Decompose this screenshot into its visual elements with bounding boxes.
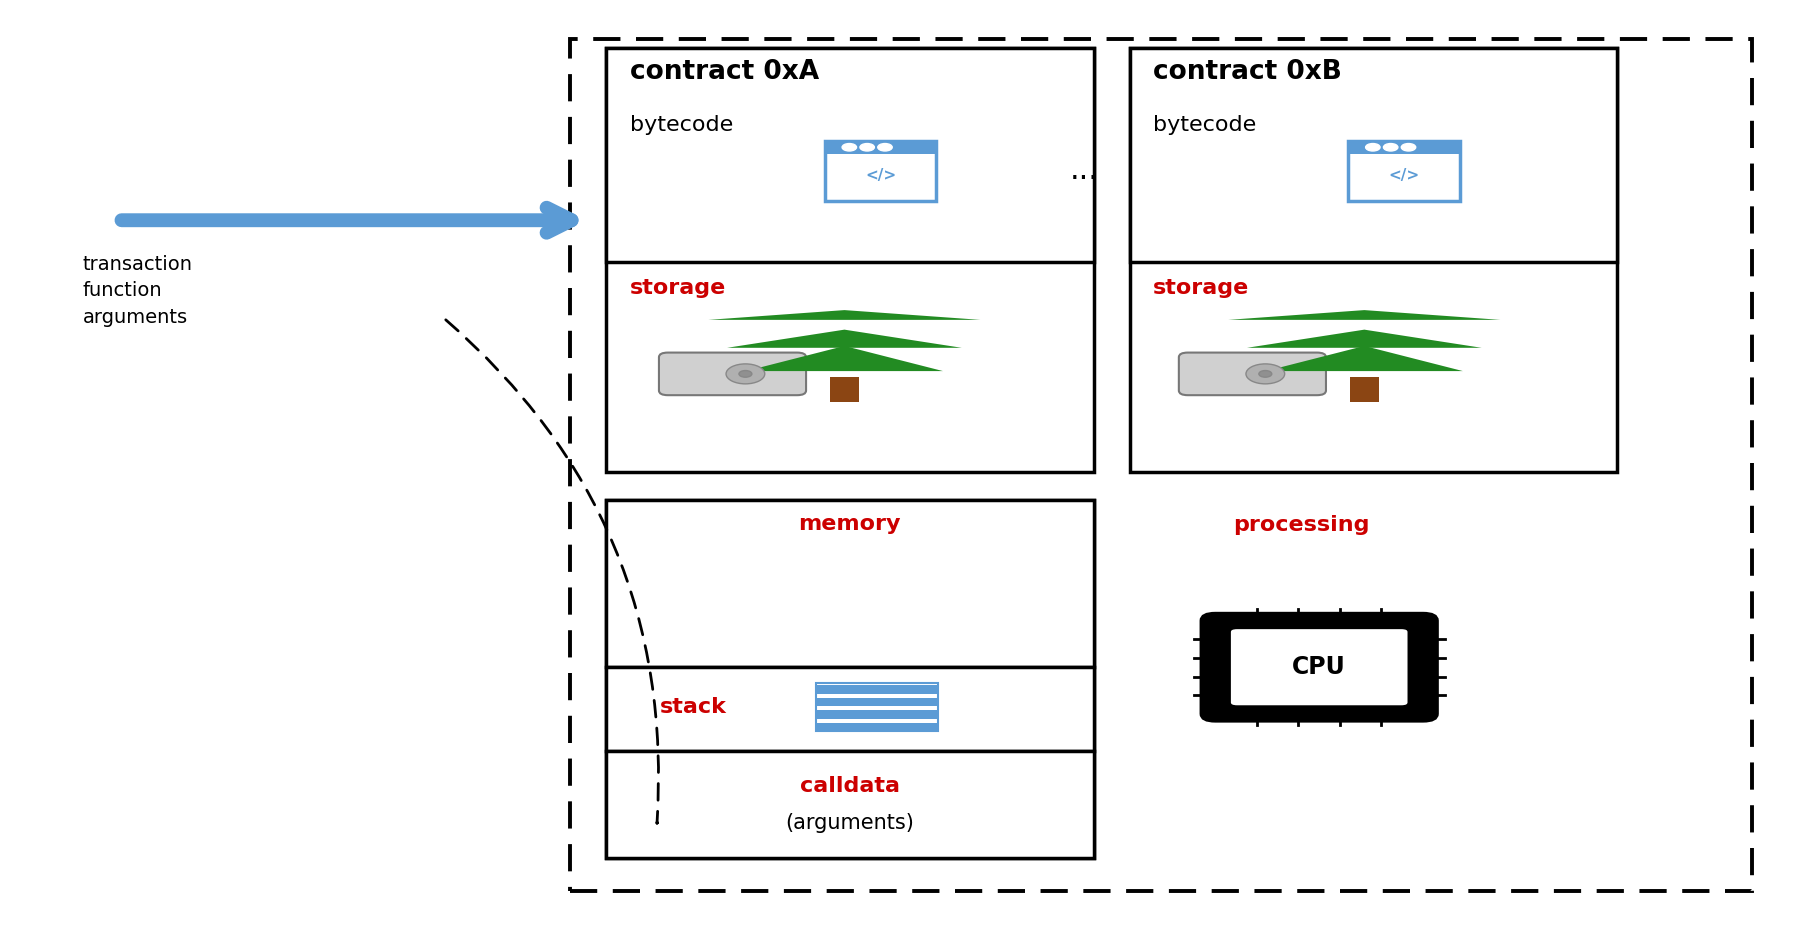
Text: storage: storage	[1153, 278, 1249, 298]
Circle shape	[739, 371, 752, 377]
Circle shape	[842, 144, 857, 151]
Polygon shape	[708, 310, 979, 319]
FancyBboxPatch shape	[658, 352, 806, 395]
Polygon shape	[746, 346, 943, 371]
FancyArrowPatch shape	[446, 319, 658, 823]
FancyBboxPatch shape	[824, 141, 936, 201]
Circle shape	[726, 364, 764, 384]
Bar	[1350, 376, 1379, 402]
FancyBboxPatch shape	[815, 710, 938, 719]
Bar	[605, 48, 1093, 262]
Text: storage: storage	[629, 278, 725, 298]
Text: memory: memory	[799, 514, 900, 533]
Bar	[815, 719, 938, 723]
Text: ...: ...	[1070, 156, 1099, 185]
Bar	[1129, 48, 1615, 472]
Text: contract 0xA: contract 0xA	[629, 59, 819, 85]
FancyBboxPatch shape	[815, 698, 938, 706]
FancyBboxPatch shape	[1178, 352, 1325, 395]
Text: processing: processing	[1232, 516, 1368, 535]
Polygon shape	[726, 330, 961, 347]
Circle shape	[1364, 144, 1379, 151]
FancyBboxPatch shape	[1348, 141, 1458, 201]
Polygon shape	[1265, 346, 1462, 371]
Circle shape	[860, 144, 875, 151]
Text: contract 0xB: contract 0xB	[1153, 59, 1341, 85]
Text: stack: stack	[660, 698, 726, 717]
Circle shape	[1258, 371, 1270, 377]
Text: transaction
function
arguments: transaction function arguments	[83, 255, 193, 327]
FancyBboxPatch shape	[1229, 628, 1408, 706]
Bar	[605, 667, 1093, 751]
Bar	[829, 376, 858, 402]
FancyBboxPatch shape	[815, 723, 938, 731]
Bar	[824, 141, 936, 154]
Circle shape	[1382, 144, 1397, 151]
Bar	[605, 500, 1093, 667]
Text: (arguments): (arguments)	[784, 814, 914, 833]
Text: bytecode: bytecode	[629, 115, 732, 135]
FancyBboxPatch shape	[815, 685, 938, 694]
Bar	[605, 48, 1093, 472]
Text: calldata: calldata	[799, 776, 900, 796]
Bar	[815, 706, 938, 710]
Bar	[569, 38, 1751, 891]
Circle shape	[1245, 364, 1285, 384]
FancyBboxPatch shape	[1200, 614, 1437, 721]
Polygon shape	[1247, 330, 1482, 347]
Bar	[815, 683, 938, 731]
Text: CPU: CPU	[1292, 656, 1346, 679]
Bar	[605, 751, 1093, 858]
Bar	[1129, 48, 1615, 262]
Circle shape	[876, 144, 891, 151]
Text: </>: </>	[864, 168, 896, 183]
Polygon shape	[1227, 310, 1500, 319]
Bar	[1348, 141, 1458, 154]
Text: </>: </>	[1388, 168, 1418, 183]
Circle shape	[1400, 144, 1415, 151]
Text: bytecode: bytecode	[1153, 115, 1256, 135]
Bar	[815, 694, 938, 698]
Bar	[605, 500, 1093, 858]
